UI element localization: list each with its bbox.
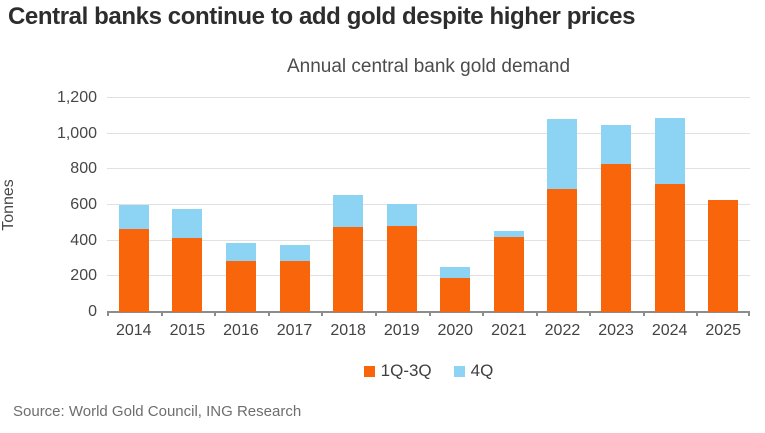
x-axis-tick xyxy=(589,312,592,316)
x-tick-label-2025: 2025 xyxy=(705,322,741,339)
bar-2017 xyxy=(268,98,322,312)
bar-segment-2018-1Q-3Q xyxy=(333,227,364,312)
page-title: Central banks continue to add gold despi… xyxy=(8,3,636,30)
source-note: Source: World Gold Council, ING Research xyxy=(13,403,302,420)
legend-swatch-icon xyxy=(363,365,375,377)
y-tick-label: 1,000 xyxy=(56,124,97,142)
x-tick-label-2017: 2017 xyxy=(276,322,313,339)
x-tick-label-2016: 2016 xyxy=(223,322,259,339)
x-axis-tick xyxy=(642,312,645,316)
y-axis-title: Tonnes xyxy=(0,179,17,231)
x-axis-tick xyxy=(267,312,270,316)
chart-title: Annual central bank gold demand xyxy=(286,56,571,77)
bar-segment-2021-4Q xyxy=(493,230,524,238)
y-tick-label: 200 xyxy=(70,267,97,285)
gridline xyxy=(107,275,750,277)
x-axis-tick xyxy=(428,312,431,316)
x-tick-label-2022: 2022 xyxy=(544,322,581,339)
bar-2019 xyxy=(375,98,429,312)
bar-2015 xyxy=(161,98,215,312)
bar-segment-2020-1Q-3Q xyxy=(440,278,471,312)
x-axis-tick xyxy=(107,312,109,316)
bar-segment-2017-4Q xyxy=(279,245,310,262)
bar-segment-2023-1Q-3Q xyxy=(601,163,632,312)
bar-2025 xyxy=(696,98,750,312)
bar-2020 xyxy=(429,98,483,312)
x-tick-label-2014: 2014 xyxy=(115,322,152,339)
x-axis-tick xyxy=(374,312,377,316)
x-tick-label-2021: 2021 xyxy=(491,322,527,339)
bar-segment-2019-4Q xyxy=(386,204,417,226)
x-axis-tick xyxy=(748,312,750,316)
bar-segment-2016-4Q xyxy=(225,243,256,262)
x-tick-label-2015: 2015 xyxy=(169,322,206,339)
x-axis-tick xyxy=(321,312,324,316)
bar-segment-2025-1Q-3Q xyxy=(708,199,739,312)
y-tick-label: 1,200 xyxy=(56,89,97,106)
bar-segment-2020-4Q xyxy=(440,266,471,279)
x-tick-label-2023: 2023 xyxy=(598,322,634,339)
y-tick-label: 800 xyxy=(70,160,97,178)
y-tick-label: 0 xyxy=(88,303,97,320)
legend: 1Q-3Q 4Q xyxy=(107,361,750,381)
x-tick-label-2024: 2024 xyxy=(651,322,688,339)
gridline xyxy=(107,168,750,170)
gridline xyxy=(107,239,750,241)
x-axis-tick xyxy=(482,312,485,316)
bar-segment-2015-4Q xyxy=(172,208,203,238)
x-tick-label-2018: 2018 xyxy=(330,322,366,339)
x-tick-label-2020: 2020 xyxy=(437,322,474,339)
bar-segment-2019-1Q-3Q xyxy=(386,225,417,312)
bar-2018 xyxy=(321,98,375,312)
x-axis-tick xyxy=(160,312,163,316)
bar-segment-2021-1Q-3Q xyxy=(493,237,524,312)
bar-2021 xyxy=(482,98,536,312)
legend-item-4Q: 4Q xyxy=(453,361,494,381)
bar-segment-2016-1Q-3Q xyxy=(225,261,256,312)
bar-segment-2024-4Q xyxy=(654,117,685,184)
bar-2016 xyxy=(214,98,268,312)
bar-2024 xyxy=(643,98,697,312)
legend-label: 1Q-3Q xyxy=(380,361,432,380)
bar-2022 xyxy=(536,98,590,312)
y-tick-label: 600 xyxy=(70,196,97,213)
bar-segment-2017-1Q-3Q xyxy=(279,261,310,312)
bar-segment-2022-4Q xyxy=(547,119,578,189)
bar-segment-2015-1Q-3Q xyxy=(172,238,203,312)
x-axis-tick xyxy=(696,312,699,316)
legend-swatch-icon xyxy=(453,365,465,377)
bar-segment-2024-1Q-3Q xyxy=(654,183,685,312)
gridline xyxy=(107,132,750,134)
gridline xyxy=(107,97,750,98)
gridline xyxy=(107,204,750,205)
bar-segment-2023-4Q xyxy=(601,124,632,164)
x-axis-tick xyxy=(214,312,217,316)
x-tick-label-2019: 2019 xyxy=(383,322,420,339)
y-tick-label: 400 xyxy=(70,231,97,249)
bar-segment-2018-4Q xyxy=(333,195,364,228)
bar-segment-2022-1Q-3Q xyxy=(547,188,578,312)
bar-2023 xyxy=(589,98,643,312)
x-axis-tick xyxy=(535,312,538,316)
bar-segment-2014-4Q xyxy=(118,205,149,230)
legend-label: 4Q xyxy=(470,361,494,380)
bar-2014 xyxy=(107,98,161,312)
bar-segment-2014-1Q-3Q xyxy=(118,229,149,312)
plot-area: 0 200 400 600 800 1,000 1,200 xyxy=(57,89,750,320)
legend-item-1Q-3Q: 1Q-3Q xyxy=(363,361,432,381)
